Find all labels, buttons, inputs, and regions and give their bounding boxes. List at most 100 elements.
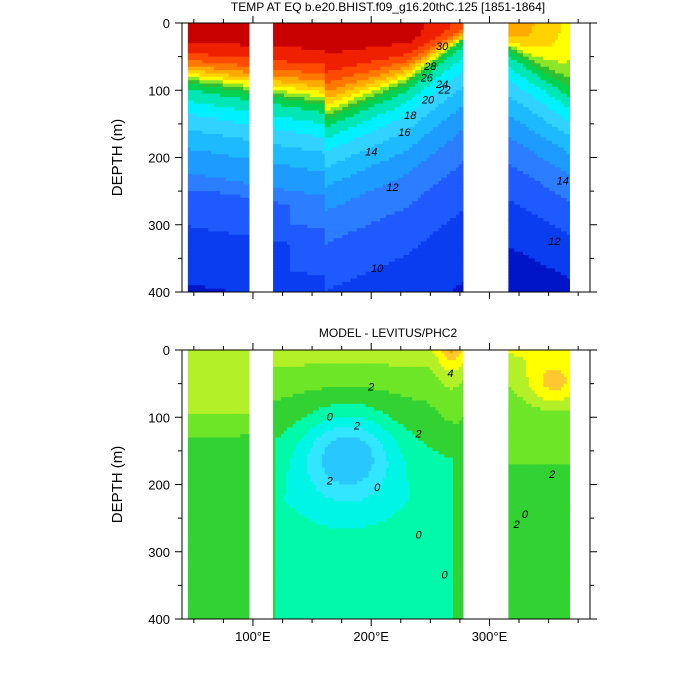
- field-cell: [269, 252, 273, 256]
- field-cell: [269, 188, 273, 192]
- field-cell: [249, 36, 253, 40]
- field-cell: [185, 104, 189, 108]
- field-cell: [249, 141, 253, 145]
- field-cell: [269, 158, 273, 162]
- field-cell: [185, 211, 189, 215]
- field-cell: [249, 114, 253, 118]
- field-cell: [249, 94, 253, 98]
- field-cell: [249, 164, 253, 168]
- field-cell: [249, 282, 253, 286]
- field-cell: [269, 198, 273, 202]
- field-cell: [249, 279, 253, 283]
- field-cell: [185, 178, 189, 182]
- field-cell: [269, 67, 273, 71]
- field-cell: [249, 87, 253, 91]
- field-cell: [185, 151, 189, 155]
- field-cell: [249, 90, 253, 94]
- field-cell: [269, 127, 273, 131]
- field-cell: [249, 50, 253, 54]
- field-cell: [185, 184, 189, 188]
- field-cell: [185, 30, 189, 34]
- field-cell: [249, 158, 253, 162]
- field-cell: [185, 43, 189, 47]
- field-cell: [249, 161, 253, 165]
- field-cell: [269, 228, 273, 232]
- field-cell: [249, 188, 253, 192]
- top-temperature-field: [185, 23, 573, 293]
- field-cell: [249, 33, 253, 37]
- field-cell: [249, 97, 253, 101]
- field-cell: [249, 104, 253, 108]
- field-cell: [249, 144, 253, 148]
- field-cell: [249, 198, 253, 202]
- field-cell: [269, 265, 273, 269]
- field-cell: [185, 171, 189, 175]
- field-cell: [185, 77, 189, 81]
- field-cell: [269, 225, 273, 229]
- field-cell: [249, 127, 253, 131]
- field-cell: [185, 245, 189, 249]
- field-cell: [249, 134, 253, 138]
- field-cell: [249, 174, 253, 178]
- field-cell: [185, 33, 189, 37]
- field-cell: [249, 77, 253, 81]
- field-cell: [185, 141, 189, 145]
- field-cell: [269, 124, 273, 128]
- field-cell: [249, 178, 253, 182]
- field-cell: [269, 70, 273, 74]
- field-cell: [249, 228, 253, 232]
- field-cell: [269, 97, 273, 101]
- field-cell: [185, 47, 189, 51]
- field-cell: [249, 26, 253, 30]
- field-cell: [185, 158, 189, 162]
- field-cell: [185, 26, 189, 30]
- field-cell: [249, 121, 253, 125]
- field-cell: [269, 73, 273, 77]
- field-cell: [249, 151, 253, 155]
- field-cell: [185, 134, 189, 138]
- field-cell: [269, 147, 273, 151]
- field-cell: [269, 110, 273, 114]
- field-cell: [269, 137, 273, 141]
- field-cell: [249, 60, 253, 64]
- field-cell: [249, 84, 253, 88]
- field-cell: [269, 43, 273, 47]
- field-cell: [185, 181, 189, 185]
- field-cell: [249, 107, 253, 111]
- field-cell: [269, 23, 273, 27]
- field-cell: [249, 70, 253, 74]
- field-cell: [249, 73, 253, 77]
- field-cell: [269, 191, 273, 195]
- field-cell: [269, 60, 273, 64]
- field-cell: [185, 268, 189, 272]
- field-cell: [185, 127, 189, 131]
- field-cell: [249, 225, 253, 229]
- field-cell: [185, 282, 189, 286]
- top-panel: TEMP AT EQ b.e20.BHIST.f09_g16.20thC.125…: [109, 0, 597, 300]
- field-cell: [185, 252, 189, 256]
- field-cell: [249, 191, 253, 195]
- field-cell: [249, 231, 253, 235]
- field-cell: [249, 23, 253, 27]
- field-cell: [249, 100, 253, 104]
- field-cell: [269, 80, 273, 84]
- field-cell: [269, 215, 273, 219]
- field-cell: [249, 245, 253, 249]
- field-cell: [185, 225, 189, 229]
- field-cell: [185, 124, 189, 128]
- field-cell: [269, 272, 273, 276]
- field-cell: [249, 242, 253, 246]
- field-cell: [185, 221, 189, 225]
- field-cell: [269, 275, 273, 279]
- field-cell: [269, 47, 273, 51]
- field-cell: [249, 137, 253, 141]
- field-cell: [269, 168, 273, 172]
- field-cell: [269, 57, 273, 61]
- field-cell: [249, 53, 253, 57]
- field-cell: [249, 43, 253, 47]
- field-cell: [185, 191, 189, 195]
- field-cell: [269, 221, 273, 225]
- field-cell: [185, 238, 189, 242]
- field-cell: [269, 201, 273, 205]
- field-cell: [249, 124, 253, 128]
